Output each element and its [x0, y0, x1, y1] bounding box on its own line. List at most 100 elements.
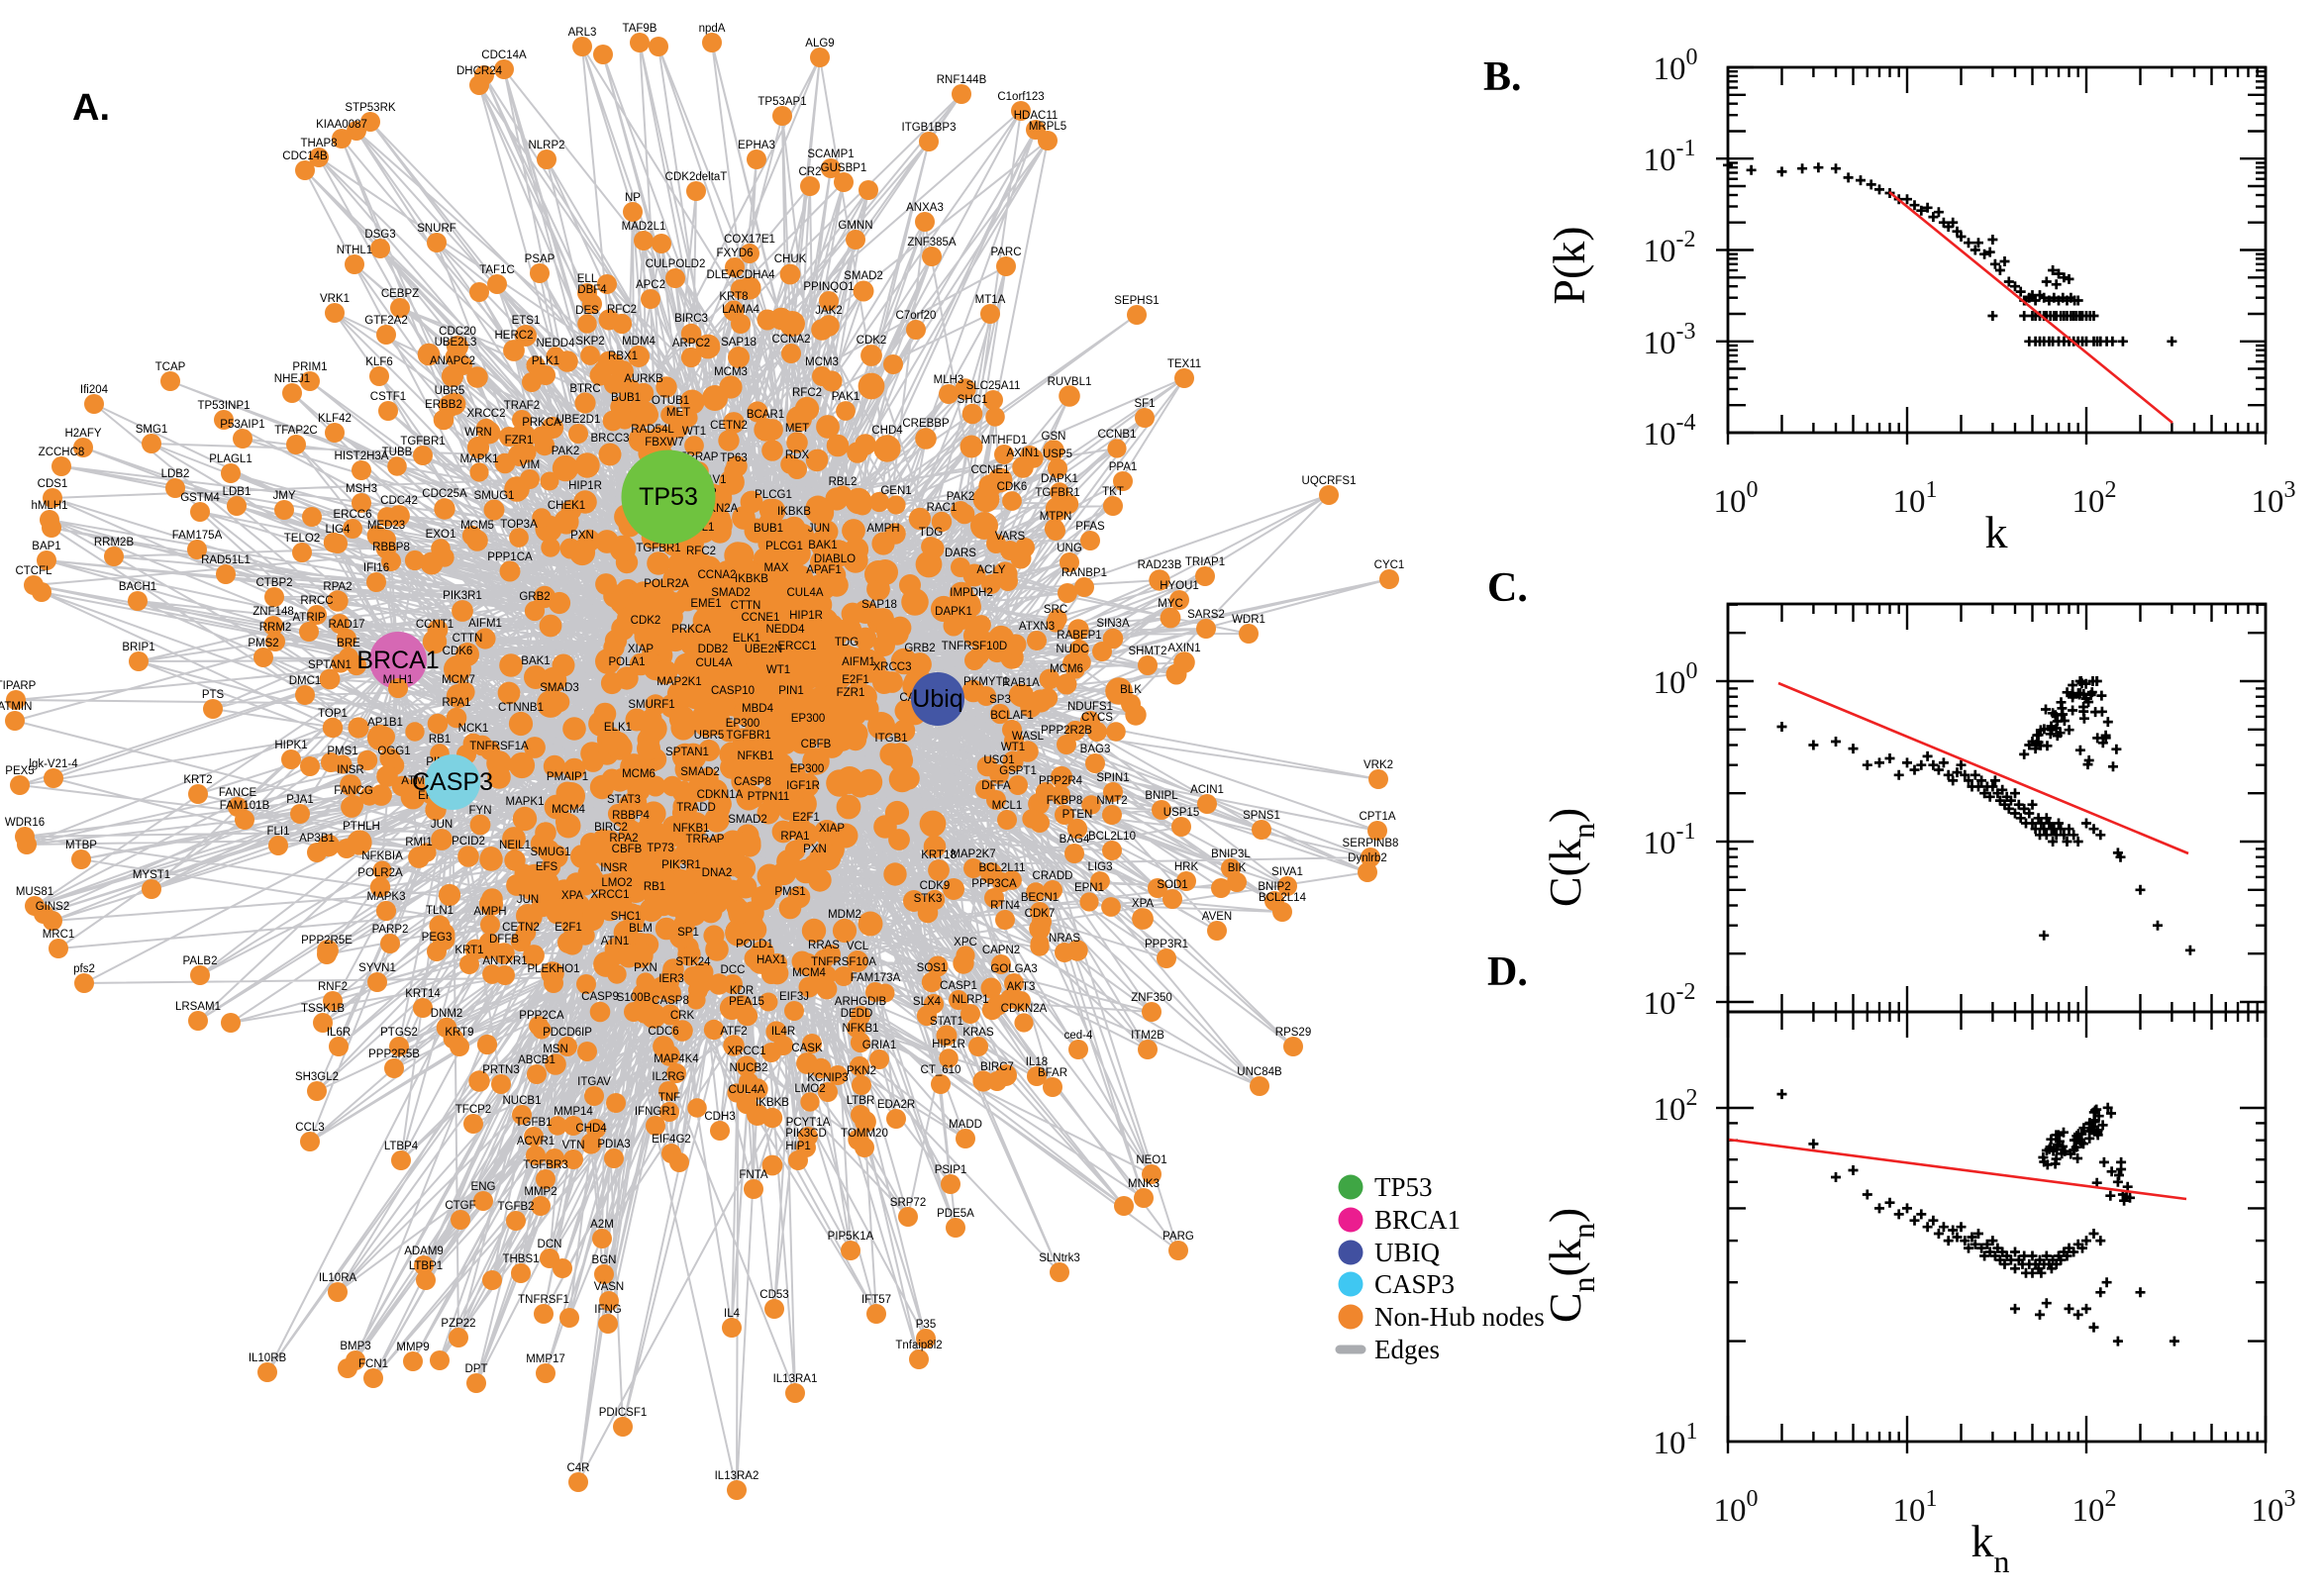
svg-text:TGFBR1: TGFBR1: [726, 730, 770, 742]
svg-text:IL13RA1: IL13RA1: [773, 1373, 818, 1385]
svg-text:OGG1: OGG1: [377, 746, 410, 757]
svg-text:BLM: BLM: [629, 923, 653, 935]
svg-text:CT_610: CT_610: [921, 1064, 961, 1076]
svg-text:GMNN: GMNN: [838, 220, 872, 232]
svg-text:CBFB: CBFB: [612, 844, 643, 855]
svg-text:CDH3: CDH3: [704, 1111, 735, 1123]
svg-text:TP53INP1: TP53INP1: [197, 400, 250, 412]
svg-text:CD53: CD53: [759, 1289, 788, 1301]
svg-text:MBD4: MBD4: [742, 703, 774, 715]
svg-text:PARC: PARC: [990, 247, 1021, 258]
svg-text:RUVBL1: RUVBL1: [1048, 376, 1092, 388]
svg-text:XIAP: XIAP: [628, 644, 655, 655]
svg-text:ATXN3: ATXN3: [1019, 621, 1055, 633]
svg-text:RFC2: RFC2: [607, 304, 637, 316]
svg-text:MTBP: MTBP: [65, 840, 97, 851]
svg-text:OTUB1: OTUB1: [652, 395, 689, 407]
svg-text:RBL2: RBL2: [829, 476, 858, 488]
svg-text:UBIQ: UBIQ: [1374, 1238, 1440, 1267]
svg-text:AP1B1: AP1B1: [367, 717, 403, 729]
svg-text:STAT1: STAT1: [930, 1016, 963, 1028]
svg-text:BLK: BLK: [1120, 684, 1142, 696]
svg-text:SNURF: SNURF: [417, 223, 456, 235]
svg-text:SEPHS1: SEPHS1: [1114, 295, 1159, 307]
svg-text:IFT57: IFT57: [861, 1294, 891, 1306]
svg-text:DDB2: DDB2: [698, 644, 729, 655]
svg-text:Dynlrb2: Dynlrb2: [1348, 852, 1387, 864]
svg-text:EPN1: EPN1: [1074, 882, 1104, 894]
svg-text:DCN: DCN: [538, 1239, 562, 1250]
svg-text:CCNE1: CCNE1: [971, 464, 1010, 476]
svg-text:DEDD: DEDD: [841, 1008, 873, 1020]
svg-text:PMS1: PMS1: [327, 746, 357, 757]
svg-text:KRT18: KRT18: [921, 849, 957, 861]
svg-text:MTHFD1: MTHFD1: [981, 435, 1028, 447]
svg-text:DES: DES: [575, 305, 599, 317]
svg-text:UNG: UNG: [1057, 543, 1082, 554]
svg-text:NEO1: NEO1: [1136, 1154, 1166, 1166]
svg-text:TFAP2C: TFAP2C: [274, 425, 317, 437]
svg-text:XRCC1: XRCC1: [728, 1046, 766, 1057]
svg-text:BMP3: BMP3: [340, 1341, 370, 1352]
svg-text:HIP1R: HIP1R: [568, 480, 602, 492]
svg-text:IER3: IER3: [658, 973, 684, 985]
svg-text:RAB1A: RAB1A: [1002, 677, 1040, 689]
svg-text:TGFBR1: TGFBR1: [636, 543, 680, 554]
svg-text:BFAR: BFAR: [1038, 1067, 1067, 1079]
svg-text:RANBP1: RANBP1: [1061, 567, 1107, 579]
svg-text:RAD23B: RAD23B: [1138, 559, 1182, 571]
svg-text:EDA2R: EDA2R: [877, 1099, 915, 1111]
svg-text:DAPK1: DAPK1: [935, 606, 972, 618]
svg-text:SHC1: SHC1: [611, 911, 642, 923]
svg-text:PPP3R1: PPP3R1: [1145, 939, 1188, 950]
svg-text:RAD17: RAD17: [328, 619, 364, 631]
svg-text:PCYT1A: PCYT1A: [786, 1117, 831, 1129]
svg-text:GEN1: GEN1: [880, 485, 911, 497]
svg-text:BAG3: BAG3: [1080, 744, 1111, 755]
svg-text:VARS: VARS: [995, 531, 1026, 543]
svg-text:NFKB1: NFKB1: [672, 823, 709, 835]
svg-text:LDB2: LDB2: [161, 468, 190, 480]
svg-text:Non-Hub nodes: Non-Hub nodes: [1374, 1302, 1545, 1332]
svg-text:RABEP1: RABEP1: [1057, 630, 1101, 642]
svg-text:FXYD6: FXYD6: [716, 248, 753, 259]
svg-text:CASP9: CASP9: [581, 991, 619, 1003]
svg-text:CSTF1: CSTF1: [370, 391, 406, 403]
svg-text:BCAR1: BCAR1: [747, 409, 784, 421]
svg-text:GRB2: GRB2: [904, 643, 935, 654]
svg-text:PPP2R4: PPP2R4: [1039, 775, 1083, 787]
svg-text:XRCC2: XRCC2: [467, 408, 506, 420]
svg-text:CCNE1: CCNE1: [742, 612, 780, 624]
svg-text:CDK6: CDK6: [997, 481, 1028, 493]
svg-text:CDK2: CDK2: [857, 335, 887, 347]
svg-text:MAPK3: MAPK3: [367, 891, 406, 903]
svg-text:PRTN3: PRTN3: [482, 1064, 520, 1076]
svg-text:IKBKB: IKBKB: [756, 1097, 789, 1109]
svg-text:BUB1: BUB1: [754, 523, 783, 535]
svg-text:BCL2L10: BCL2L10: [1088, 831, 1136, 843]
svg-text:TP63: TP63: [720, 452, 748, 464]
svg-text:RNF144B: RNF144B: [937, 74, 987, 86]
svg-text:ITGB1BP3: ITGB1BP3: [902, 122, 957, 134]
svg-text:GINS2: GINS2: [36, 901, 70, 913]
svg-text:USP5: USP5: [1043, 449, 1072, 460]
svg-text:ARHGDIB: ARHGDIB: [835, 996, 887, 1008]
svg-text:ced-4: ced-4: [1064, 1030, 1093, 1042]
svg-text:RAD51L1: RAD51L1: [201, 554, 251, 566]
svg-text:SCAMP1: SCAMP1: [807, 149, 854, 160]
svg-text:PTGS2: PTGS2: [380, 1027, 418, 1039]
svg-text:FBXW7: FBXW7: [645, 437, 684, 449]
svg-text:MLH3: MLH3: [934, 374, 964, 386]
svg-text:BRIP1: BRIP1: [122, 642, 154, 653]
svg-text:DFFB: DFFB: [489, 934, 519, 946]
svg-text:MMP17: MMP17: [526, 1353, 565, 1365]
svg-text:CCNA2: CCNA2: [772, 334, 811, 346]
svg-text:PEG3: PEG3: [422, 932, 453, 944]
svg-text:DNM2: DNM2: [431, 1008, 463, 1020]
svg-text:ELK1: ELK1: [733, 633, 760, 645]
svg-text:CHD4: CHD4: [575, 1123, 607, 1135]
svg-text:102: 102: [1654, 1085, 1698, 1128]
svg-text:CDC6: CDC6: [648, 1026, 678, 1038]
svg-text:ALG9: ALG9: [805, 38, 834, 50]
svg-text:IL4: IL4: [724, 1308, 741, 1320]
